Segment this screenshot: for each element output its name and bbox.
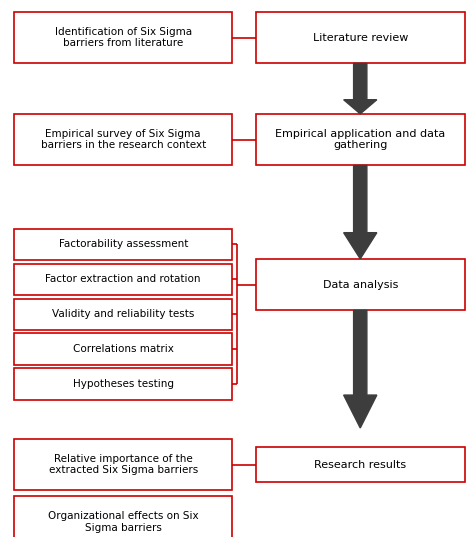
FancyBboxPatch shape — [14, 333, 232, 365]
Text: Correlations matrix: Correlations matrix — [73, 344, 173, 354]
FancyArrow shape — [344, 310, 377, 428]
FancyBboxPatch shape — [14, 299, 232, 330]
FancyArrow shape — [344, 165, 377, 259]
Text: Research results: Research results — [314, 460, 406, 469]
FancyBboxPatch shape — [256, 114, 465, 165]
Text: Validity and reliability tests: Validity and reliability tests — [52, 309, 194, 319]
FancyBboxPatch shape — [256, 12, 465, 63]
Text: Literature review: Literature review — [312, 33, 408, 42]
FancyBboxPatch shape — [14, 229, 232, 260]
Text: Factorability assessment: Factorability assessment — [59, 240, 188, 249]
FancyBboxPatch shape — [14, 12, 232, 63]
Text: Identification of Six Sigma
barriers from literature: Identification of Six Sigma barriers fro… — [55, 27, 192, 48]
Text: Empirical survey of Six Sigma
barriers in the research context: Empirical survey of Six Sigma barriers i… — [41, 129, 206, 150]
Text: Factor extraction and rotation: Factor extraction and rotation — [46, 274, 201, 284]
FancyBboxPatch shape — [256, 447, 465, 482]
Text: Empirical application and data
gathering: Empirical application and data gathering — [275, 129, 446, 150]
Text: Hypotheses testing: Hypotheses testing — [73, 379, 174, 389]
Text: Data analysis: Data analysis — [322, 280, 398, 289]
FancyBboxPatch shape — [14, 496, 232, 537]
FancyBboxPatch shape — [256, 259, 465, 310]
FancyBboxPatch shape — [14, 114, 232, 165]
FancyBboxPatch shape — [14, 264, 232, 295]
FancyBboxPatch shape — [14, 439, 232, 490]
FancyBboxPatch shape — [14, 368, 232, 400]
Text: Relative importance of the
extracted Six Sigma barriers: Relative importance of the extracted Six… — [49, 454, 198, 475]
FancyArrow shape — [344, 63, 377, 114]
Text: Organizational effects on Six
Sigma barriers: Organizational effects on Six Sigma barr… — [48, 511, 199, 533]
